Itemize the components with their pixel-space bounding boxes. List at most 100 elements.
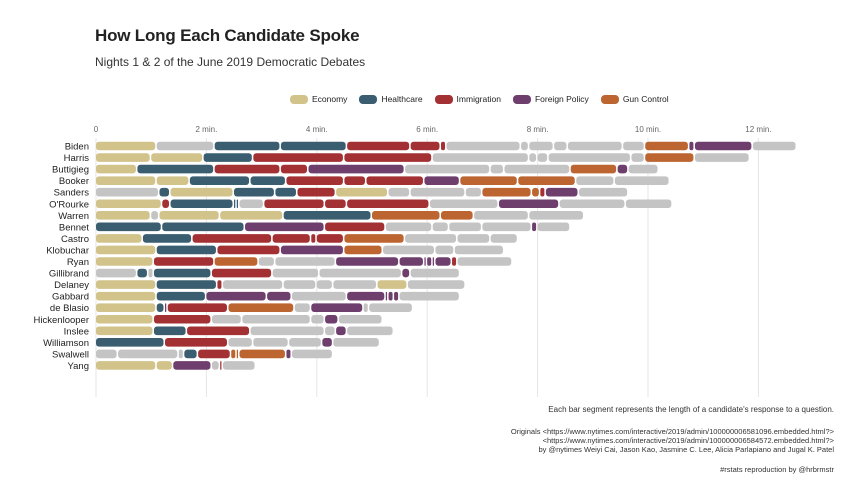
bar-segment xyxy=(311,314,324,324)
bar-segment xyxy=(614,176,669,185)
bar-segment xyxy=(173,361,211,370)
bar-segment xyxy=(96,291,156,301)
bar-segment xyxy=(96,153,150,162)
bar-segment xyxy=(429,199,498,209)
candidate-label: Inslee xyxy=(64,326,89,337)
bar-segment xyxy=(96,211,150,220)
bar-segment xyxy=(441,211,473,220)
chart-subtitle: Nights 1 & 2 of the June 2019 Democratic… xyxy=(95,55,366,69)
bar-segment xyxy=(96,187,158,197)
bar-segment xyxy=(498,199,559,209)
bar-segment xyxy=(142,234,192,243)
bar-segment xyxy=(267,291,291,301)
bar-segment xyxy=(211,361,219,370)
bar-segment xyxy=(297,187,335,197)
bar-segment xyxy=(264,199,324,209)
x-axis-ticks: 0 2 min. 4 min. 6 min. 8 min. 10 min. 12 min. xyxy=(94,125,772,134)
bar-segment xyxy=(189,176,250,185)
x-tick-label: 2 min. xyxy=(196,125,218,134)
bar-segment xyxy=(410,268,459,278)
bar-segment xyxy=(308,164,404,174)
bar-segment xyxy=(482,222,531,232)
bar-segment xyxy=(245,222,324,232)
legend-key-healthcare xyxy=(359,94,378,104)
bar-segment xyxy=(148,268,153,278)
bar-segment xyxy=(96,176,156,185)
bar-segment xyxy=(316,280,332,289)
bar-segment xyxy=(545,187,578,197)
bar-segment xyxy=(435,245,454,255)
bar-segment xyxy=(452,257,457,266)
bar-segment xyxy=(385,222,432,232)
legend: Economy Healthcare Immigration Foreign P… xyxy=(290,92,681,106)
bar-segment xyxy=(137,268,147,278)
bar-segment xyxy=(167,303,227,312)
bar-segment xyxy=(363,303,368,312)
bar-segment xyxy=(645,153,694,162)
bar-segment xyxy=(311,303,363,312)
bar-segment xyxy=(280,245,343,255)
bar-segment xyxy=(424,176,459,185)
bar-segment xyxy=(203,153,252,162)
bar-segment xyxy=(336,187,388,197)
candidate-label: Warren xyxy=(58,211,89,222)
x-tick-label: 0 xyxy=(94,125,99,134)
bar-segment xyxy=(96,326,153,336)
bar-segment xyxy=(272,234,310,243)
legend-label-economy: Economy xyxy=(312,94,348,104)
bar-segment xyxy=(694,141,752,151)
bar-segment xyxy=(405,164,490,174)
bar-segment xyxy=(96,361,156,370)
bar-segments xyxy=(96,141,796,370)
bar-segment xyxy=(482,187,531,197)
bar-segment xyxy=(272,268,319,278)
candidate-label: Sanders xyxy=(54,188,90,199)
bar-segment xyxy=(628,164,658,174)
x-tick-label: 12 min. xyxy=(745,125,771,134)
source-note: Originals <https://www.nytimes.com/inter… xyxy=(511,427,834,454)
bar-segment xyxy=(490,234,517,243)
bar-segment xyxy=(222,280,283,289)
bar-segment xyxy=(336,257,399,266)
bar-segment xyxy=(554,141,567,151)
bar-segment xyxy=(151,211,158,220)
bar-segment xyxy=(165,303,167,312)
bar-segment xyxy=(631,153,644,162)
bar-segment xyxy=(291,291,346,301)
bar-segment xyxy=(118,349,178,359)
candidate-label: Biden xyxy=(65,142,89,153)
bar-segment xyxy=(388,187,410,197)
candidate-labels: BidenHarrisButtigiegBookerSandersO'Rourk… xyxy=(34,142,90,372)
bar-segment xyxy=(236,349,239,359)
bar-segment xyxy=(242,314,310,324)
legend-item-gun-control: Gun Control xyxy=(600,94,669,104)
bar-segment xyxy=(234,199,236,209)
bar-segment xyxy=(275,187,296,197)
bar-segment xyxy=(322,338,332,347)
bar-segment xyxy=(96,303,156,312)
bar-segment xyxy=(96,164,136,174)
bar-segment xyxy=(623,141,644,151)
bar-segment xyxy=(518,176,575,185)
bar-segment xyxy=(402,268,410,278)
bar-segment xyxy=(291,349,332,359)
bar-segment xyxy=(559,199,625,209)
bar-segment xyxy=(432,153,528,162)
bar-segment xyxy=(159,211,219,220)
bar-segment xyxy=(548,153,630,162)
bar-segment xyxy=(338,314,382,324)
bar-segment xyxy=(537,153,548,162)
bar-segment xyxy=(258,257,274,266)
bar-segment xyxy=(344,153,432,162)
bar-segment xyxy=(96,338,164,347)
bar-segment xyxy=(228,338,252,347)
bar-segment xyxy=(280,141,346,151)
bar-segment xyxy=(537,222,570,232)
bar-segment xyxy=(159,187,170,197)
bar-segment xyxy=(222,361,255,370)
bar-segment xyxy=(521,141,528,151)
credit-note: #rstats reproduction by @hrbrmstr xyxy=(720,465,834,474)
bar-segment xyxy=(449,222,481,232)
bar-segment xyxy=(388,291,393,301)
source-line: Originals <https://www.nytimes.com/inter… xyxy=(510,427,834,436)
